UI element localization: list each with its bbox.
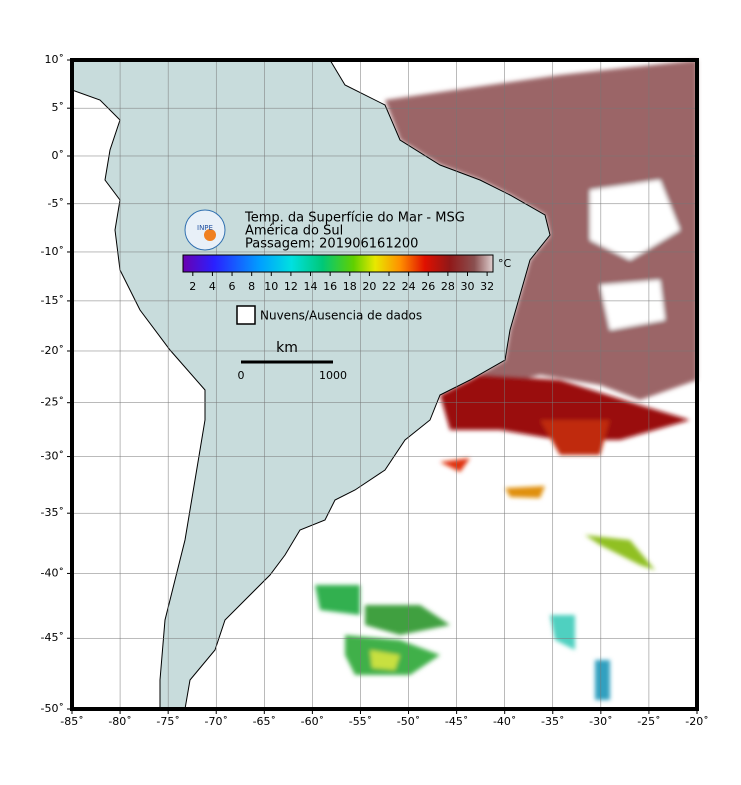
lon-label: -65˚ <box>253 715 276 728</box>
title: Temp. da Superfície do Mar - MSG <box>244 211 465 226</box>
lon-label: -75˚ <box>156 715 179 728</box>
lat-label: 5˚ <box>52 101 65 114</box>
lat-label: -25˚ <box>41 396 64 409</box>
colorbar-label: 32 <box>480 280 494 293</box>
lat-label: -45˚ <box>41 631 64 644</box>
lon-label: -30˚ <box>589 715 612 728</box>
lon-label: -25˚ <box>637 715 660 728</box>
lat-label: -20˚ <box>41 344 64 357</box>
map-frame <box>70 58 699 711</box>
colorbar-unit: °C <box>498 257 512 270</box>
sst-field <box>315 60 697 700</box>
scale-start: 0 <box>238 369 245 382</box>
lat-label: -35˚ <box>41 506 64 519</box>
colorbar <box>182 254 494 273</box>
legend-swatch <box>236 305 256 325</box>
lat-label: -10˚ <box>41 245 64 258</box>
colorbar-label: 30 <box>460 280 474 293</box>
colorbar-label: 6 <box>229 280 236 293</box>
lon-label: -40˚ <box>493 715 516 728</box>
lat-label: 10˚ <box>45 53 65 66</box>
colorbar-label: 28 <box>441 280 455 293</box>
colorbar-label: 24 <box>402 280 416 293</box>
lat-label: -5˚ <box>48 197 64 210</box>
legend-label: Nuvens/Ausencia de dados <box>260 309 422 323</box>
colorbar-label: 8 <box>248 280 255 293</box>
colorbar-label: 18 <box>343 280 357 293</box>
lon-label: -85˚ <box>60 715 83 728</box>
lat-label: -30˚ <box>41 450 64 463</box>
colorbar-label: 12 <box>284 280 298 293</box>
region: América do Sul <box>245 224 343 239</box>
lon-label: -50˚ <box>397 715 420 728</box>
colorbar-label: 16 <box>323 280 337 293</box>
lon-label: -80˚ <box>108 715 131 728</box>
lat-label: -15˚ <box>41 294 64 307</box>
colorbar-label: 4 <box>209 280 216 293</box>
scale-end: 1000 <box>319 369 347 382</box>
lat-label: 0˚ <box>52 149 65 162</box>
lon-label: -70˚ <box>204 715 227 728</box>
lon-label: -55˚ <box>349 715 372 728</box>
lon-label: -35˚ <box>541 715 564 728</box>
lon-label: -20˚ <box>685 715 708 728</box>
colorbar-label: 26 <box>421 280 435 293</box>
colorbar-label: 20 <box>362 280 376 293</box>
scale-unit: km <box>276 340 298 356</box>
lon-label: -60˚ <box>301 715 324 728</box>
logo-text: INPE <box>197 224 213 232</box>
colorbar-label: 14 <box>304 280 318 293</box>
lon-label: -45˚ <box>445 715 468 728</box>
pass-time: Passagem: 201906161200 <box>245 237 418 252</box>
colorbar-label: 22 <box>382 280 396 293</box>
logo-sun <box>204 229 216 241</box>
lat-label: -50˚ <box>41 702 64 715</box>
colorbar-label: 10 <box>264 280 278 293</box>
lat-label: -40˚ <box>41 566 64 579</box>
colorbar-label: 2 <box>189 280 196 293</box>
logo <box>184 209 226 251</box>
